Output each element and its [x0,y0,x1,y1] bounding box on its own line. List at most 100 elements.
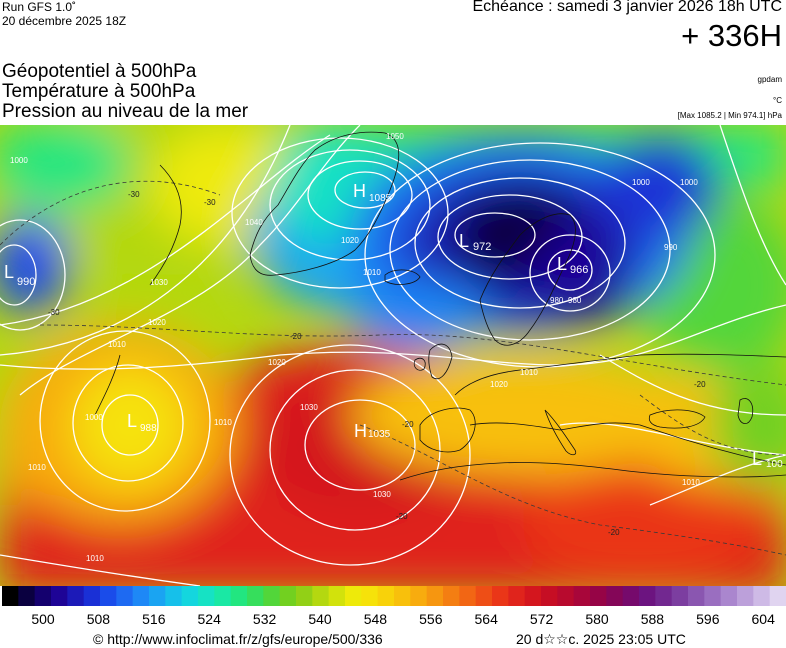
legend-swatch [296,586,313,606]
legend-swatch [459,586,477,606]
legend-swatch [198,586,215,606]
map-labels: H 1085 L 972 L 966 L 990 L 988 H 1035 L … [4,132,783,563]
temperature-label: -30 [204,198,216,207]
isobar-label: 1020 [268,358,286,367]
isobar-label: 1010 [363,268,381,277]
isobar-label: 1010 [28,463,46,472]
legend-tick-label: 540 [308,611,332,627]
title-geopotential: Géopotentiel à 500hPa [2,61,197,82]
legend-swatch [524,586,542,606]
legend-tick-label: 524 [197,611,221,627]
legend-swatch [18,586,36,606]
legend-swatch [132,586,150,606]
temperature-label: -20 [396,512,408,521]
legend-swatch [165,586,183,606]
run-date: 20 décembre 2025 18Z [2,14,127,28]
isobar-lines [0,125,786,586]
legend-swatch [345,586,362,606]
legend-tick-label: 516 [142,611,166,627]
isobar-label: 1030 [150,278,168,287]
legend-tick-label: 532 [252,611,277,627]
legend-swatch [720,586,738,606]
legend-tick-label: 604 [751,611,775,627]
isobar-label: 1010 [682,478,700,487]
low-scandinavia-value: 972 [473,241,491,253]
isobar-label: 990 [664,243,678,252]
temperature-label: -20 [402,420,414,429]
isobar-label: 1010 [214,418,232,427]
legend-swatch [83,586,101,606]
high-greenland-value: 1085 [369,193,392,204]
isobar-label: 1020 [341,236,359,245]
legend-swatch [410,586,428,606]
temperature-label: -20 [608,528,620,537]
legend-tick-label: 572 [529,611,554,627]
low-west-letter: L [4,262,14,282]
legend-swatch [312,586,330,606]
isobar-label: 1010 [520,368,538,377]
high-azores-letter: H [354,421,367,441]
isobar-label: 1020 [490,380,508,389]
high-greenland-letter: H [353,181,366,201]
title-temperature: Température à 500hPa [2,81,196,102]
isobar-label: 1030 [300,403,318,412]
isobar-label: 1040 [245,218,263,227]
high-azores-value: 1035 [368,429,391,440]
legend-swatch [149,586,166,606]
geopotential-field [0,125,786,586]
legend-swatch [671,586,689,606]
isobar-label: 980 [550,296,564,305]
color-legend-bar [2,586,786,606]
legend-swatch [247,586,264,606]
legend-swatch [688,586,705,606]
unit-geopotential: gpdam [757,75,782,84]
legend-swatch [328,586,346,606]
legend-swatch [2,586,19,606]
legend-swatch [704,586,722,606]
legend-swatch [100,586,117,606]
low-scandinavia-letter: L [459,231,469,251]
legend-tick-label: 500 [31,611,55,627]
legend-swatch [573,586,591,606]
legend-swatch [230,586,248,606]
low-baltic-letter: L [557,254,567,274]
legend-tick-label: 580 [585,611,609,627]
legend-swatch [737,586,754,606]
source-url[interactable]: © http://www.infoclimat.fr/z/gfs/europe/… [93,631,383,647]
unit-temperature: °C [773,96,782,105]
legend-swatch [753,586,771,606]
low-atlantic-letter: L [127,411,137,431]
legend-swatch [263,586,281,606]
forecast-horizon: + 336H [681,18,782,53]
legend-swatch [394,586,411,606]
legend-swatch [492,586,509,606]
legend-swatch [361,586,379,606]
legend-swatch [639,586,656,606]
pressure-range: [Max 1085.2 | Min 974.1] hPa [677,111,782,120]
legend-swatch [116,586,134,606]
legend-swatch [622,586,640,606]
legend-tick-label: 508 [86,611,111,627]
isobar-label: 1050 [386,132,404,141]
isobar-label: 1010 [86,554,104,563]
legend-swatch [655,586,673,606]
legend-tick-label: 564 [474,611,498,627]
legend-tick-label: 588 [640,611,665,627]
temperature-label: -30 [48,308,60,317]
temperature-label: -20 [290,332,302,341]
isobar-label: 1000 [10,156,28,165]
low-east-value: 100 [766,459,783,470]
legend-swatch [606,586,624,606]
legend-swatch [475,586,493,606]
low-west-value: 990 [17,276,35,288]
legend-swatch [377,586,395,606]
echeance-label: Echéance : samedi 3 janvier 2026 18h UTC [472,0,782,15]
legend-swatch [557,586,575,606]
run-label: Run GFS 1.0˚ [2,0,77,14]
temperature-label: -30 [128,190,140,199]
legend-tick-label: 596 [696,611,720,627]
legend-swatch [51,586,68,606]
isobar-label: 1010 [108,340,126,349]
isobar-label: 1020 [148,318,166,327]
low-atlantic-value: 988 [140,423,157,434]
